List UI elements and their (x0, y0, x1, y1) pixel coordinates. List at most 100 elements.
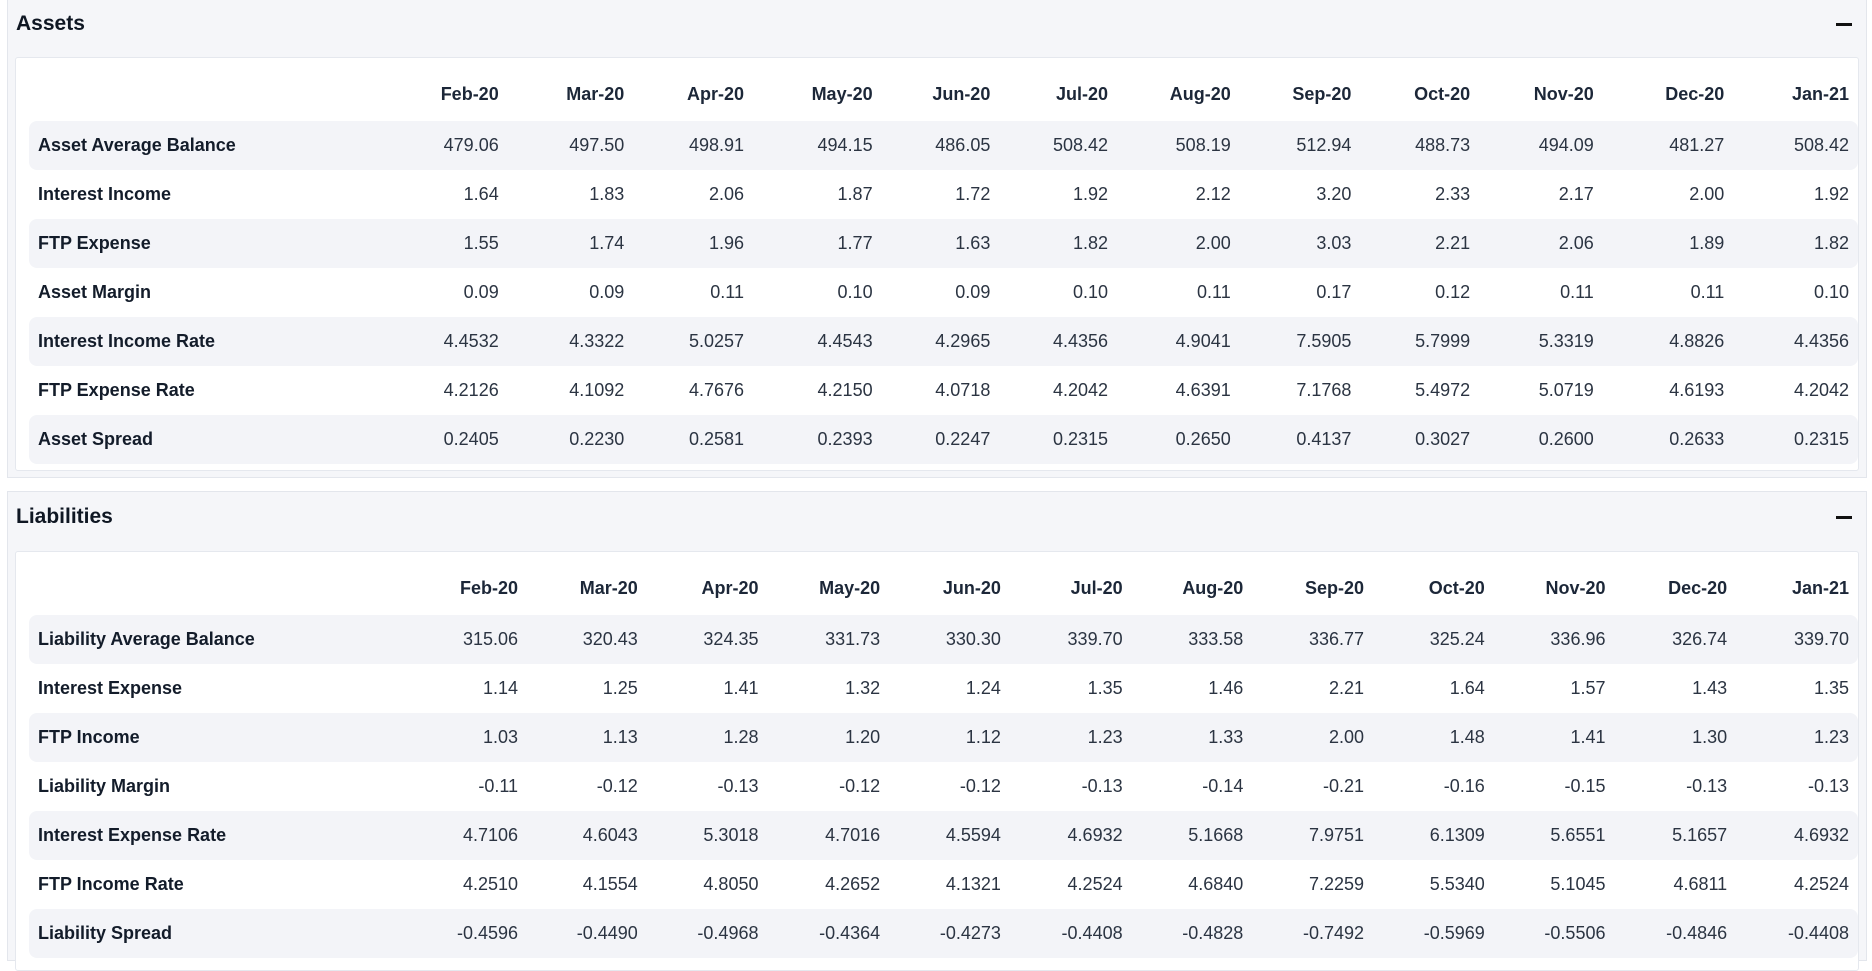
column-header: Aug-20 (1169, 83, 1231, 104)
table-cell: 1.28 (637, 713, 759, 762)
table-row: FTP Income Rate 4.2510 4.1554 4.8050 4.2652 4… (29, 860, 1858, 909)
table-cell: 7.1768 (1296, 380, 1352, 400)
table-cell: 320.43 (518, 615, 638, 664)
table-cell: 1.55 (379, 219, 499, 268)
table-cell: 2.00 (1689, 184, 1725, 204)
table-cell: 4.7676 (688, 380, 744, 400)
table-cell: -0.16 (1443, 776, 1485, 796)
table-cell: 0.10 (1813, 282, 1849, 302)
table-cell: 4.1321 (945, 874, 1001, 894)
table-cell: -0.4828 (1122, 909, 1244, 958)
table-cell: 4.2510 (462, 874, 519, 894)
table-cell: 512.94 (1230, 121, 1352, 170)
table-cell: 0.2247 (872, 415, 991, 464)
table-cell: 1.43 (1692, 678, 1728, 698)
table-cell: 4.6840 (1188, 874, 1244, 894)
table-cell: 1.57 (1570, 678, 1606, 698)
column-header: Jan-21 (1791, 83, 1849, 104)
row-label: Asset Average Balance (29, 121, 380, 170)
table-cell: 1.72 (955, 184, 991, 204)
assets-panel: Assets Feb-20 Mar-20 Apr-20 May-20 Jun-20 Jul… (7, 0, 1867, 478)
table-cell: -0.13 (1807, 776, 1849, 796)
table-cell: 4.6932 (1000, 811, 1123, 860)
table-row: Interest Expense 1.14 1.25 1.41 1.32 1.24 1.35… (29, 664, 1858, 713)
table-cell: 1.77 (744, 219, 873, 268)
row-label: FTP Expense Rate (38, 380, 195, 400)
collapse-icon[interactable] (1836, 22, 1852, 26)
table-row: FTP Income 1.03 1.13 1.28 1.20 1.12 1.23 1.33 2.… (29, 713, 1858, 762)
table-cell: 0.12 (1435, 282, 1471, 302)
table-row: Interest Expense Rate 4.7106 4.6043 5.3018 4… (29, 811, 1858, 860)
table-cell: 4.0718 (935, 380, 991, 400)
table-cell: 0.10 (1072, 282, 1109, 302)
table-cell: 5.1657 (1605, 811, 1728, 860)
table-cell: 2.33 (1435, 184, 1471, 204)
table-cell: 1.35 (1087, 678, 1123, 698)
table-cell: 1.30 (1605, 713, 1728, 762)
table-cell: 4.7016 (758, 811, 881, 860)
table-cell: 1.82 (990, 219, 1109, 268)
table-cell: 5.5340 (1429, 874, 1485, 894)
row-label: Interest Expense (38, 678, 183, 698)
table-cell: 494.09 (1470, 121, 1594, 170)
table-cell: 508.19 (1108, 121, 1231, 170)
table-cell: 4.1092 (569, 380, 625, 400)
row-label: FTP Income (29, 713, 394, 762)
table-cell: 2.06 (708, 184, 744, 204)
table-cell: 331.73 (758, 615, 881, 664)
table-cell: 4.2042 (1052, 380, 1109, 400)
table-cell: 1.96 (624, 219, 744, 268)
table-cell: 5.1668 (1122, 811, 1244, 860)
table-cell: 1.83 (589, 184, 625, 204)
table-cell: 4.6811 (1673, 874, 1728, 894)
table-cell: -0.15 (1564, 776, 1606, 796)
table-cell: -0.4490 (518, 909, 638, 958)
table-cell: 5.7999 (1351, 317, 1471, 366)
table-cell: 4.2524 (1067, 874, 1123, 894)
table-cell: 4.1554 (582, 874, 638, 894)
table-row: FTP Expense 1.55 1.74 1.96 1.77 1.63 1.82 2.00 3… (29, 219, 1858, 268)
table-cell: -0.13 (1686, 776, 1728, 796)
table-cell: 1.35 (1813, 678, 1849, 698)
table-cell: 4.2524 (1793, 874, 1849, 894)
liabilities-panel-header[interactable]: Liabilities (8, 492, 1866, 542)
liabilities-table: Feb-20 Mar-20 Apr-20 May-20 Jun-20 Jul-20 Aug-… (29, 561, 1858, 958)
table-cell: 315.06 (393, 615, 519, 664)
column-header: May-20 (819, 577, 881, 598)
table-cell: 7.9751 (1243, 811, 1365, 860)
table-cell: 1.64 (463, 184, 499, 204)
table-cell: 1.63 (872, 219, 991, 268)
table-cell: 4.2652 (825, 874, 881, 894)
table-cell: 2.00 (1243, 713, 1365, 762)
table-cell: -0.7492 (1243, 909, 1365, 958)
table-cell: -0.11 (478, 776, 519, 796)
table-cell: 325.24 (1364, 615, 1485, 664)
table-cell: 1.64 (1449, 678, 1485, 698)
table-cell: 508.42 (990, 121, 1109, 170)
table-cell: 1.23 (1000, 713, 1123, 762)
table-cell: 0.10 (837, 282, 873, 302)
table-row: Asset Average Balance 479.06 497.50 498.91 4… (29, 121, 1858, 170)
column-header: Sep-20 (1305, 577, 1365, 598)
table-header-row: Feb-20 Mar-20 Apr-20 May-20 Jun-20 Jul-20 Aug-… (29, 561, 1858, 615)
column-header: Mar-20 (579, 577, 638, 598)
table-row: Interest Income Rate 4.4532 4.3322 5.0257 4.… (29, 317, 1858, 366)
collapse-icon[interactable] (1836, 515, 1852, 519)
column-header: Feb-20 (440, 83, 499, 104)
table-cell: 330.30 (880, 615, 1001, 664)
table-cell: 4.6932 (1727, 811, 1858, 860)
table-cell: 4.6043 (518, 811, 638, 860)
row-label: FTP Expense (29, 219, 380, 268)
table-cell: 2.21 (1329, 678, 1365, 698)
table-cell: -0.12 (596, 776, 638, 796)
table-cell: 0.2230 (498, 415, 625, 464)
row-label: Interest Income Rate (29, 317, 380, 366)
table-cell: -0.12 (839, 776, 881, 796)
assets-panel-header[interactable]: Assets (8, 0, 1866, 49)
table-cell: 5.4972 (1415, 380, 1471, 400)
table-cell: 1.41 (1484, 713, 1606, 762)
table-row: Liability Spread -0.4596 -0.4490 -0.4968 -0.… (29, 909, 1858, 958)
table-cell: 3.03 (1230, 219, 1352, 268)
table-cell: 1.41 (723, 678, 759, 698)
row-label: Asset Spread (29, 415, 380, 464)
